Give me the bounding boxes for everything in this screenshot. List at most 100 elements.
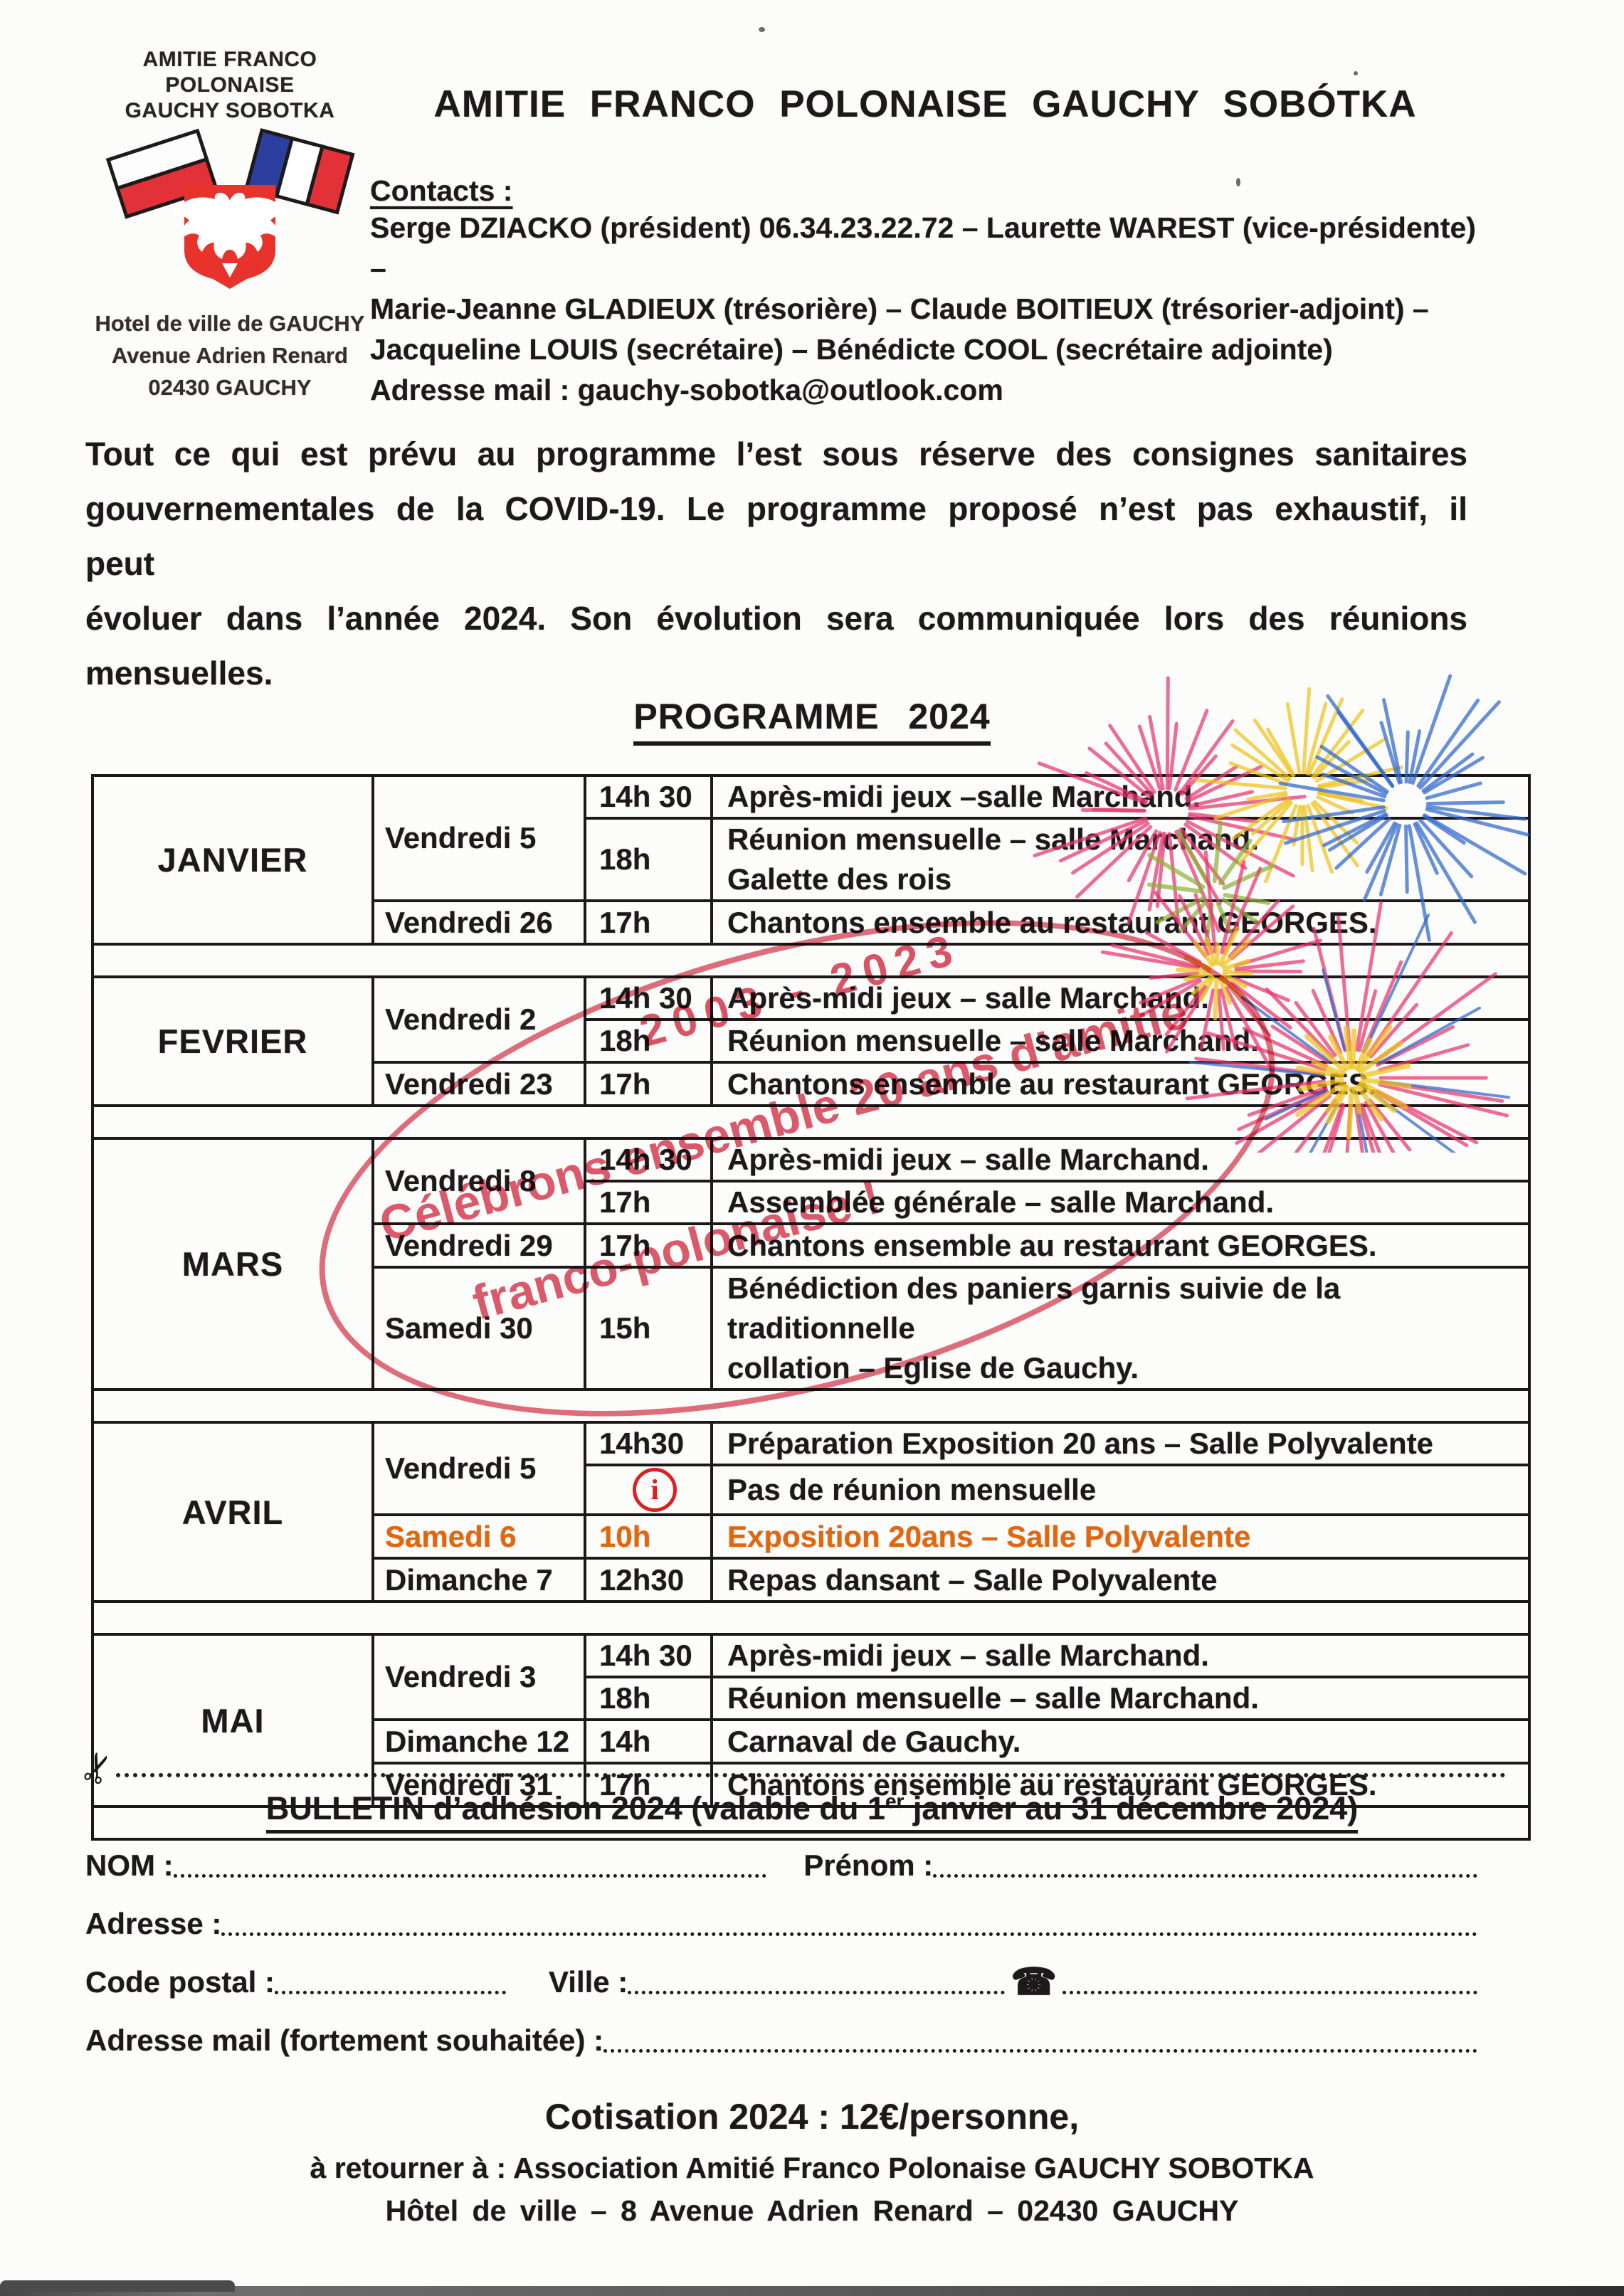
notice-line: Tout ce qui est prévu au programme l’est… xyxy=(85,435,1467,472)
time-cell: i xyxy=(584,1464,713,1516)
programme-title: PROGRAMME 2024 xyxy=(633,696,991,746)
notice-line: mensuelles. xyxy=(85,655,273,692)
day-cell: Samedi 6 xyxy=(371,1513,586,1560)
separator-row xyxy=(91,943,1531,978)
scan-bottom-left-shadow xyxy=(0,2280,235,2292)
event-description-cell: Après-midi jeux – salle Marchand. xyxy=(710,975,1531,1021)
event-description-cell: Pas de réunion mensuelle xyxy=(710,1464,1531,1516)
day-cell: Vendredi 23 xyxy=(371,1061,586,1107)
adresse-mail-label: Adresse mail (fortement souhaitée) : xyxy=(85,2023,604,2057)
adresse-field xyxy=(221,1932,1477,1936)
time-cell: 17h xyxy=(584,899,713,946)
time-cell: 14h 30 xyxy=(584,1633,713,1678)
time-cell: 17h xyxy=(584,1061,713,1107)
telephone-field xyxy=(1063,1991,1477,1994)
month-cell: AVRIL xyxy=(91,1421,374,1603)
logo-org-line1: AMITIE FRANCO POLONAISE xyxy=(142,48,317,97)
scan-speck xyxy=(759,27,765,32)
ville-label: Ville : xyxy=(549,1965,628,1999)
time-cell: 15h xyxy=(584,1266,713,1391)
time-cell: 10h xyxy=(584,1513,713,1560)
form-line-adresse: Adresse : xyxy=(85,1905,1477,1942)
event-description-cell: Après-midi jeux – salle Marchand. xyxy=(710,1137,1531,1183)
day-cell: Samedi 30 xyxy=(371,1266,586,1391)
event-description-cell: Repas dansant – Salle Polyvalente xyxy=(710,1557,1531,1603)
table-row: MARS Vendredi 8 14h 30 Après-midi jeux – sa… xyxy=(91,1137,1531,1391)
table-row: Samedi 6 10h Exposition 20ans – Salle Poly… xyxy=(93,1513,1531,1560)
time-cell: 17h xyxy=(584,1762,713,1808)
association-address-line: Hôtel de ville – 8 Avenue Adrien Renard … xyxy=(385,2194,1239,2227)
table-row: FEVRIER Vendredi 2 14h 30 Après-midi jeux –… xyxy=(91,975,1531,1107)
month-cell: JANVIER xyxy=(91,774,374,946)
day-cell: Vendredi 29 xyxy=(371,1222,586,1269)
scan-speck xyxy=(1236,178,1240,186)
prenom-label: Prénom : xyxy=(803,1848,934,1882)
nom-label: NOM : xyxy=(85,1848,174,1882)
code-postal-field xyxy=(275,1991,507,1994)
adresse-mail-field xyxy=(603,2049,1477,2053)
day-cell: Vendredi 2 xyxy=(371,975,586,1064)
event-description-cell: Réunion mensuelle – salle Marchand. xyxy=(710,1018,1531,1064)
table-row: Vendredi 23 17h Chantons ensemble au resta… xyxy=(93,1061,1531,1107)
event-description-cell: Assemblée générale – salle Marchand. xyxy=(710,1180,1531,1225)
separator-row xyxy=(91,1388,1531,1424)
day-cell: Vendredi 5 xyxy=(371,1421,586,1516)
contact-line: Jacqueline LOUIS (secrétaire) – Bénédict… xyxy=(370,333,1333,366)
month-cell: MARS xyxy=(91,1137,374,1391)
time-cell: 14h 30 xyxy=(584,975,713,1021)
document-title: AMITIE FRANCO POLONAISE GAUCHY SOBÓTKA xyxy=(433,83,1417,125)
nom-field xyxy=(173,1874,767,1878)
french-flag-icon xyxy=(244,128,355,215)
table-row: Dimanche 7 12h30 Repas dansant – Salle Pol… xyxy=(93,1557,1531,1603)
return-address-line: à retourner à : Association Amitié Franc… xyxy=(310,2152,1314,2184)
form-line-code-ville-tel: Code postal : Ville : ☎ xyxy=(85,1964,1477,2001)
table-row: Dimanche 12 14h Carnaval de Gauchy. xyxy=(93,1718,1531,1765)
time-cell: 18h xyxy=(584,1676,713,1721)
time-cell: 14h 30 xyxy=(584,1137,713,1183)
contact-line: Marie-Jeanne GLADIEUX (trésorière) – Cla… xyxy=(370,292,1429,325)
cotisation-line: Cotisation 2024 : 12€/personne, xyxy=(544,2097,1080,2137)
form-line-nom-prenom: NOM : Prénom : xyxy=(85,1847,1477,1884)
day-cell: Vendredi 26 xyxy=(371,899,586,946)
polish-eagle-shield-icon xyxy=(172,185,288,289)
phone-icon: ☎ xyxy=(1011,1962,1058,2003)
covid-notice-paragraph: Tout ce qui est prévu au programme l’est… xyxy=(85,427,1467,701)
programme-table-body: JANVIER Vendredi 5 14h 30 Après-midi jeux –… xyxy=(91,774,1531,1841)
table-row: i Pas de réunion mensuelle xyxy=(93,1464,1531,1516)
time-cell: 17h xyxy=(584,1222,713,1269)
table-row: 17h Assemblée générale – salle Marchand. xyxy=(93,1180,1531,1225)
logo-address-line1: Hotel de ville de GAUCHY xyxy=(95,311,365,336)
day-cell: Vendredi 8 xyxy=(371,1137,586,1225)
time-cell: 12h30 xyxy=(584,1557,713,1603)
logo-address-line3: 02430 GAUCHY xyxy=(148,375,312,400)
day-cell: Dimanche 7 xyxy=(371,1557,586,1603)
table-row: MAI Vendredi 3 14h 30 Après-midi jeux – sal… xyxy=(91,1633,1531,1808)
notice-line: gouvernementales de la COVID-19. Le prog… xyxy=(85,490,1467,582)
contact-line: Serge DZIACKO (président) 06.34.23.22.72… xyxy=(370,211,1476,285)
association-logo: AMITIE FRANCO POLONAISE GAUCHY SOBOTKA xyxy=(84,47,376,403)
table-row: JANVIER Vendredi 5 14h 30 Après-midi jeux –… xyxy=(91,774,1531,946)
time-cell: 14h30 xyxy=(584,1421,713,1466)
event-description-cell: Après-midi jeux –salle Marchand. xyxy=(710,774,1531,820)
polish-flag-icon xyxy=(105,128,218,219)
form-line-mail: Adresse mail (fortement souhaitée) : xyxy=(85,2022,1477,2059)
separator-row xyxy=(91,1104,1531,1140)
info-icon: i xyxy=(633,1468,677,1512)
time-cell: 14h 30 xyxy=(584,774,713,820)
separator-row xyxy=(91,1805,1531,1841)
event-description-cell: Réunion mensuelle – salle Marchand. xyxy=(710,1676,1531,1721)
table-row: AVRIL Vendredi 5 14h30 Préparation Expositi… xyxy=(91,1421,1531,1603)
event-description-cell: Bénédiction des paniers garnis suivie de… xyxy=(710,1266,1531,1391)
time-cell: 17h xyxy=(584,1180,713,1225)
prenom-field xyxy=(933,1874,1477,1878)
month-cell: MAI xyxy=(91,1633,374,1808)
event-description-cell: Chantons ensemble au restaurant GEORGES. xyxy=(710,1222,1531,1269)
day-cell: Vendredi 5 xyxy=(371,774,586,902)
event-description-cell: Chantons ensemble au restaurant GEORGES. xyxy=(710,899,1531,946)
table-row: Vendredi 29 17h Chantons ensemble au resta… xyxy=(93,1222,1531,1269)
event-description-cell: Réunion mensuelle – salle Marchand. Galet… xyxy=(710,817,1531,902)
logo-address-line2: Avenue Adrien Renard xyxy=(112,343,348,368)
time-cell: 18h xyxy=(584,1018,713,1064)
contacts-label: Contacts : xyxy=(370,174,513,207)
